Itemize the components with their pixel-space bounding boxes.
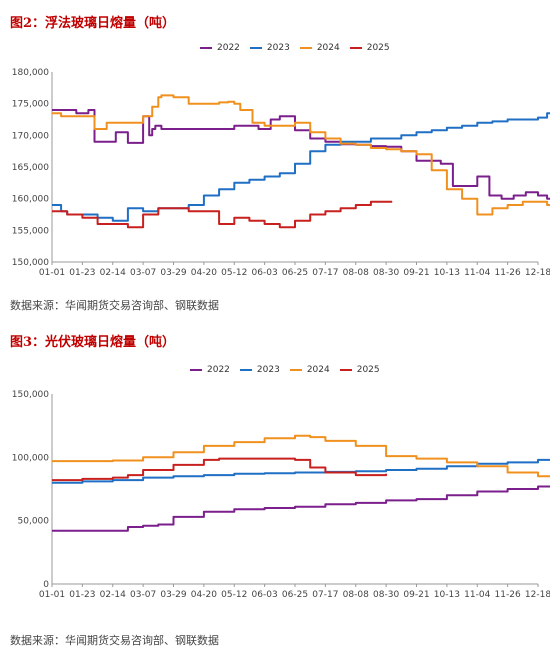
x-tick-label: 11-26 [495, 268, 521, 278]
x-tick-label: 03-07 [130, 268, 156, 278]
x-tick-label: 08-30 [373, 590, 399, 600]
chart-1-legend-item-2023: 2023 [249, 43, 290, 53]
x-tick-label: 03-29 [160, 268, 186, 278]
x-tick-label: 06-25 [282, 590, 308, 600]
chart-2-series-2025-line [52, 457, 388, 482]
legend-label-2024: 2024 [316, 43, 340, 53]
y-tick-label: 100,000 [12, 453, 49, 463]
x-tick-label: 02-14 [100, 268, 126, 278]
chart-2-legend-item-2024: 2024 [289, 365, 330, 375]
x-tick-label: 06-03 [252, 268, 278, 278]
x-tick-label: 05-12 [221, 268, 247, 278]
chart-1-plot: 150,000 155,000 160,000 165,000 170,000 175,0… [12, 68, 550, 278]
x-tick-label: 10-13 [434, 590, 460, 600]
x-tick-label: 08-30 [373, 268, 399, 278]
x-tick-label: 04-20 [191, 268, 217, 278]
chart-1-source: 数据来源：华闻期货交易咨询部、钢联数据 [10, 299, 219, 312]
y-tick-label: 180,000 [12, 68, 49, 78]
y-tick-label: 50,000 [18, 517, 50, 527]
y-tick-label: 0 [43, 580, 49, 590]
chart-1-title: 图2：浮法玻璃日熔量（吨） [10, 16, 176, 31]
chart-2-title: 图3：光伏玻璃日熔量（吨） [10, 335, 176, 350]
x-tick-label: 01-01 [39, 590, 65, 600]
chart-1-legend-item-2025: 2025 [349, 43, 390, 53]
legend-label-2023: 2023 [256, 365, 280, 375]
chart-1-legend-item-2024: 2024 [299, 43, 340, 53]
chart-1-legend: 2022 2023 2024 2025 [200, 43, 390, 53]
y-tick-label: 175,000 [12, 100, 49, 110]
x-tick-label: 06-25 [282, 268, 308, 278]
y-tick-label: 165,000 [12, 163, 49, 173]
x-tick-label: 05-12 [221, 590, 247, 600]
x-tick-label: 11-04 [464, 590, 490, 600]
legend-swatch-2024 [299, 47, 312, 49]
legend-label-2022: 2022 [207, 365, 230, 375]
legend-label-2024: 2024 [306, 365, 330, 375]
y-tick-label: 150,000 [12, 258, 49, 268]
x-tick-label: 01-23 [69, 590, 95, 600]
chart-2-legend-item-2022: 2022 [190, 365, 230, 375]
x-tick-label: 07-17 [312, 590, 338, 600]
chart-2-series-2022-line [52, 485, 550, 532]
chart-2-source: 数据来源：华闻期货交易咨询部、钢联数据 [10, 634, 219, 647]
legend-label-2025: 2025 [366, 43, 390, 53]
chart-2-legend: 2022 2023 2024 2025 [190, 365, 380, 375]
chart-2-series-2024-line [52, 434, 550, 478]
chart-2-legend-item-2025: 2025 [339, 365, 380, 375]
y-tick-label: 160,000 [12, 195, 49, 205]
legend-swatch-2022 [190, 369, 202, 371]
x-tick-label: 06-03 [252, 590, 278, 600]
x-tick-label: 03-29 [160, 590, 186, 600]
x-tick-label: 01-23 [69, 268, 95, 278]
x-tick-label: 11-04 [464, 268, 490, 278]
x-tick-label: 08-08 [343, 268, 369, 278]
x-tick-label: 02-14 [100, 590, 126, 600]
legend-label-2025: 2025 [356, 365, 380, 375]
chart-1-legend-item-2022: 2022 [200, 43, 240, 53]
x-tick-label: 08-08 [343, 590, 369, 600]
x-tick-label: 03-07 [130, 590, 156, 600]
legend-swatch-2023 [249, 47, 262, 49]
x-tick-label: 07-17 [312, 268, 338, 278]
x-tick-label: 12-18 [525, 268, 550, 278]
chart-2-plot: 0 50,000 100,000 150,000 01-01 01-23 02-14 03-0… [12, 390, 550, 600]
x-tick-label: 10-13 [434, 268, 460, 278]
x-tick-label: 09-21 [403, 590, 429, 600]
chart-1-series-2024-line [52, 94, 550, 216]
chart-1-series-2022-line [52, 109, 550, 200]
chart-1-series-2025-line [52, 200, 393, 229]
legend-label-2023: 2023 [266, 43, 290, 53]
legend-swatch-2025 [339, 369, 352, 371]
x-tick-label: 04-20 [191, 590, 217, 600]
chart-2-legend-item-2023: 2023 [239, 365, 280, 375]
y-tick-label: 170,000 [12, 131, 49, 141]
x-tick-label: 12-18 [525, 590, 550, 600]
legend-swatch-2024 [289, 369, 302, 371]
legend-swatch-2022 [200, 47, 212, 49]
legend-swatch-2023 [239, 369, 252, 371]
y-tick-label: 150,000 [12, 390, 49, 400]
x-tick-label: 11-26 [495, 590, 521, 600]
x-tick-label: 01-01 [39, 268, 65, 278]
chart-1-series-2023-line [52, 112, 550, 222]
y-tick-label: 155,000 [12, 226, 49, 236]
legend-label-2022: 2022 [217, 43, 240, 53]
x-tick-label: 09-21 [403, 268, 429, 278]
legend-swatch-2025 [349, 47, 362, 49]
